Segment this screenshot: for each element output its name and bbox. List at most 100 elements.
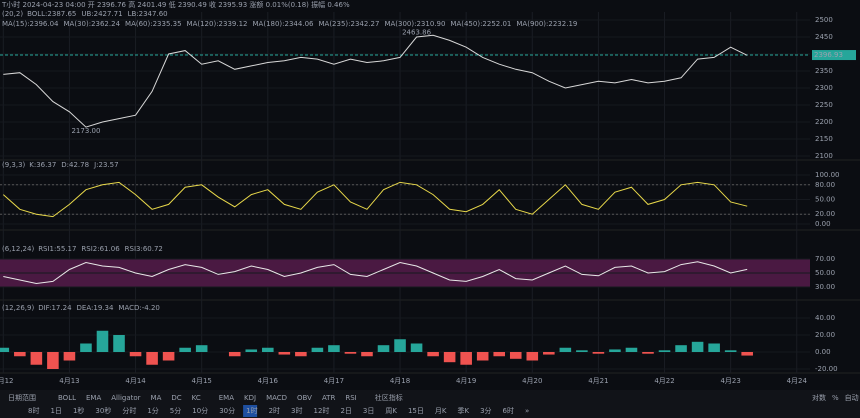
interval-button[interactable]: 3分 bbox=[480, 406, 491, 415]
indicator-button[interactable]: MACD bbox=[266, 394, 287, 402]
interval-button[interactable]: 1分 bbox=[147, 406, 158, 415]
interval-button[interactable]: 6时 bbox=[503, 406, 514, 415]
legend-item: UB:2427.71 bbox=[81, 10, 122, 18]
indicator-button[interactable]: BOLL bbox=[58, 394, 76, 402]
macd-bar bbox=[63, 352, 76, 361]
interval-button[interactable]: 30秒 bbox=[95, 406, 111, 415]
macd-bar bbox=[47, 352, 59, 369]
interval-button[interactable]: 2日 bbox=[340, 407, 351, 415]
interval-button[interactable]: 分时 bbox=[122, 406, 136, 415]
interval-button[interactable]: 2时 bbox=[269, 406, 280, 415]
interval-button[interactable]: 3时 bbox=[291, 406, 302, 415]
legend-item: BOLL:2387.65 bbox=[27, 10, 76, 18]
y-tick-label: 0.00 bbox=[815, 220, 831, 228]
macd-bar bbox=[262, 347, 274, 352]
panel-params: (12,26,9) bbox=[2, 304, 34, 312]
series-line bbox=[3, 34, 748, 128]
scale-button[interactable]: % bbox=[832, 394, 839, 402]
macd-bar bbox=[162, 352, 175, 361]
interval-button[interactable]: 15日 bbox=[408, 407, 424, 415]
macd-bar bbox=[741, 352, 753, 356]
x-tick-label: 4月15 bbox=[191, 377, 211, 385]
indicator-button[interactable]: RSI bbox=[345, 394, 356, 402]
macd-bar bbox=[278, 352, 291, 355]
interval-button[interactable]: 30分 bbox=[219, 406, 235, 415]
macd-bar bbox=[509, 352, 522, 359]
y-tick-label: 20.00 bbox=[815, 331, 835, 339]
macd-bar bbox=[658, 350, 671, 352]
indicator-button[interactable]: 日期范围 bbox=[8, 393, 36, 402]
interval-button[interactable]: 周K bbox=[385, 407, 397, 415]
legend-item: DIF:17.24 bbox=[38, 304, 72, 312]
annotation: 2173.00 bbox=[71, 127, 100, 135]
toolbar bbox=[0, 390, 860, 418]
x-tick-label: 4月12 bbox=[0, 377, 13, 385]
interval-button[interactable]: 10分 bbox=[192, 406, 208, 415]
scale-button[interactable]: 对数 bbox=[812, 393, 826, 402]
legend-item: MA(30):2362.24 bbox=[64, 20, 121, 28]
interval-button[interactable]: 1秒 bbox=[73, 406, 84, 415]
legend-item: MA(900):2232.19 bbox=[516, 20, 577, 28]
y-tick-label: -20.00 bbox=[815, 365, 838, 373]
y-tick-label: 50.00 bbox=[815, 269, 835, 277]
macd-bar bbox=[179, 347, 191, 352]
macd-bar bbox=[609, 349, 621, 352]
y-tick-label: 2100 bbox=[815, 152, 833, 160]
macd-bar bbox=[311, 347, 324, 352]
series-line bbox=[2, 181, 748, 218]
indicator-button[interactable]: DC bbox=[171, 394, 181, 402]
y-tick-label: 80.00 bbox=[815, 181, 835, 189]
macd-bar bbox=[361, 352, 373, 357]
interval-button[interactable]: 3日 bbox=[363, 407, 374, 415]
legend-item: D:42.78 bbox=[61, 161, 89, 169]
interval-button[interactable]: 12时 bbox=[314, 406, 330, 415]
x-tick-label: 4月18 bbox=[390, 377, 410, 385]
macd-bar bbox=[460, 352, 472, 365]
macd-bar bbox=[228, 352, 241, 357]
indicator-button[interactable]: ATR bbox=[322, 394, 336, 402]
indicator-button[interactable]: EMA bbox=[86, 394, 101, 402]
x-tick-label: 4月22 bbox=[654, 377, 674, 385]
legend-item: MA(180):2344.06 bbox=[253, 20, 315, 28]
macd-bar bbox=[129, 352, 142, 357]
legend-item: K:36.37 bbox=[29, 161, 56, 169]
interval-button[interactable]: 8时 bbox=[28, 406, 39, 415]
indicator-button[interactable]: KC bbox=[192, 394, 201, 402]
interval-button[interactable]: 季K bbox=[457, 406, 469, 415]
x-tick-label: 4月19 bbox=[456, 377, 476, 385]
x-tick-label: 4月24 bbox=[787, 377, 808, 385]
interval-button[interactable]: 月K bbox=[435, 407, 447, 415]
legend-item: DEA:19.34 bbox=[77, 304, 114, 312]
annotation: 2463.86 bbox=[402, 28, 431, 36]
x-tick-label: 4月20 bbox=[522, 377, 542, 385]
indicator-button[interactable]: OBV bbox=[297, 394, 312, 402]
indicator-button[interactable]: Alligator bbox=[111, 394, 140, 402]
macd-bar bbox=[195, 345, 208, 352]
interval-button[interactable]: 5分 bbox=[170, 406, 181, 415]
indicator-button[interactable]: EMA bbox=[219, 394, 234, 402]
y-tick-label: 2200 bbox=[815, 118, 833, 126]
interval-button[interactable]: 1日 bbox=[50, 407, 61, 415]
x-tick-label: 4月14 bbox=[125, 377, 146, 385]
indicator-button[interactable]: 社区指标 bbox=[375, 393, 403, 402]
macd-bar bbox=[295, 352, 307, 357]
indicator-button[interactable]: KDJ bbox=[244, 394, 256, 402]
legend-item: J:23.57 bbox=[93, 161, 118, 169]
indicator-button[interactable]: MA bbox=[151, 394, 162, 402]
macd-bar bbox=[0, 347, 10, 352]
scale-button[interactable]: 自动 bbox=[845, 393, 859, 402]
y-tick-label: 2300 bbox=[815, 84, 833, 92]
macd-bar bbox=[394, 339, 406, 352]
macd-bar bbox=[443, 352, 456, 363]
x-tick-label: 4月13 bbox=[59, 377, 79, 385]
macd-bar bbox=[642, 352, 654, 354]
panel-params: (6,12,24) bbox=[2, 245, 34, 253]
x-tick-label: 4月16 bbox=[258, 377, 279, 385]
macd-bar bbox=[708, 343, 720, 352]
interval-button[interactable]: 1时 bbox=[246, 406, 257, 415]
interval-button[interactable]: » bbox=[525, 407, 529, 415]
y-tick-label: 50.00 bbox=[815, 196, 835, 204]
macd-bar bbox=[427, 352, 439, 357]
macd-bar bbox=[80, 343, 92, 352]
